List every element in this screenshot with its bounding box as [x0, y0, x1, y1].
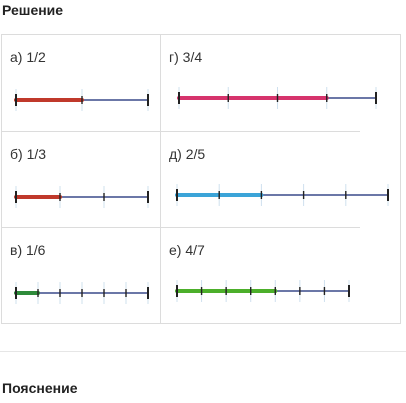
number-line	[14, 282, 149, 304]
fraction-cell-e: е) 4/7	[160, 227, 360, 323]
section-title: Решение	[2, 2, 64, 18]
fraction-label: д) 2/5	[169, 146, 206, 162]
fraction-label: а) 1/2	[10, 49, 46, 65]
fraction-label: е) 4/7	[169, 242, 205, 258]
fraction-cell-b: б) 1/3	[2, 131, 202, 227]
divider	[0, 351, 406, 352]
number-line	[177, 87, 377, 109]
fraction-cell-d: д) 2/5	[160, 131, 389, 227]
explanation-title: Пояснение	[2, 380, 78, 396]
number-line	[14, 89, 149, 111]
fraction-label: в) 1/6	[10, 242, 46, 258]
fractions-grid: а) 1/2 г) 3/4 б) 1/3 д) 2/5 в) 1/6 е) 4/…	[1, 34, 401, 324]
fraction-label: г) 3/4	[169, 49, 203, 65]
number-line	[175, 184, 389, 206]
fraction-cell-g: г) 3/4	[160, 35, 377, 131]
number-line	[14, 186, 149, 208]
fraction-cell-v: в) 1/6	[2, 227, 202, 323]
number-line	[175, 280, 350, 302]
fraction-cell-a: а) 1/2	[2, 35, 202, 131]
fraction-label: б) 1/3	[10, 146, 47, 162]
